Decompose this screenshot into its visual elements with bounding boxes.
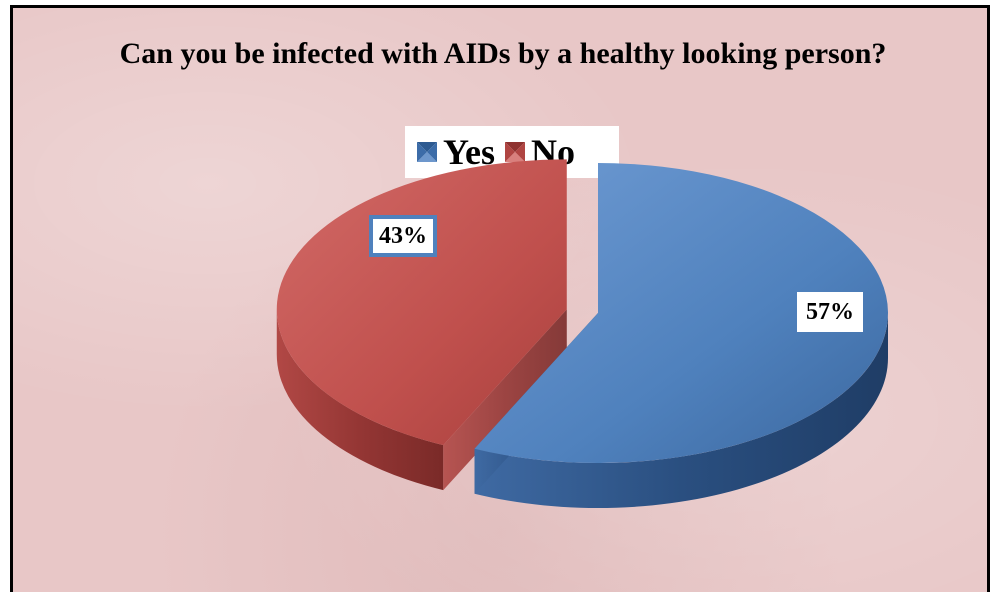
pie-side-no bbox=[276, 309, 444, 491]
pie-cut-no-0 bbox=[443, 309, 567, 491]
pie-slice-no bbox=[276, 159, 567, 491]
pie-top-no bbox=[276, 159, 567, 446]
pie-chart bbox=[276, 159, 888, 508]
legend-swatch-no-icon bbox=[505, 142, 525, 162]
data-label-no: 43% bbox=[369, 215, 437, 257]
pie-side-yes bbox=[474, 313, 888, 508]
chart-title: Can you be infected with AIDs by a healt… bbox=[119, 37, 887, 70]
pie-top-yes bbox=[474, 163, 888, 464]
chart-area: Can you be infected with AIDs by a healt… bbox=[10, 5, 990, 592]
pie-slice-yes bbox=[474, 163, 888, 508]
data-label-yes: 57% bbox=[797, 292, 863, 332]
legend: Yes No bbox=[405, 126, 619, 178]
legend-swatch-yes-icon bbox=[417, 142, 437, 162]
